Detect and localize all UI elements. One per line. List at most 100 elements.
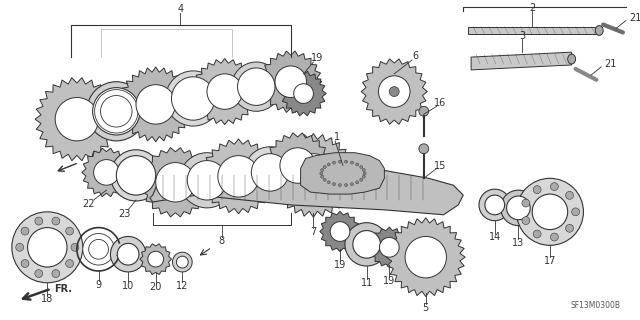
Text: FR.: FR.	[54, 284, 72, 294]
Circle shape	[294, 84, 314, 103]
Polygon shape	[471, 52, 572, 70]
Polygon shape	[301, 153, 385, 194]
Circle shape	[351, 161, 353, 164]
Polygon shape	[361, 59, 428, 124]
Polygon shape	[35, 77, 119, 161]
Text: 21: 21	[628, 13, 640, 23]
Circle shape	[93, 160, 119, 185]
Circle shape	[237, 68, 275, 105]
Circle shape	[207, 74, 243, 109]
Text: 1: 1	[334, 132, 340, 142]
Circle shape	[21, 260, 29, 268]
Circle shape	[21, 227, 29, 235]
Circle shape	[320, 172, 323, 175]
Circle shape	[360, 178, 363, 181]
Text: 9: 9	[95, 280, 102, 290]
Polygon shape	[320, 211, 360, 252]
Text: 22: 22	[83, 199, 95, 209]
Circle shape	[360, 165, 363, 168]
Circle shape	[566, 224, 573, 232]
Circle shape	[550, 233, 558, 241]
Circle shape	[52, 217, 60, 225]
Circle shape	[28, 228, 67, 267]
Polygon shape	[192, 59, 258, 124]
Circle shape	[321, 169, 324, 172]
Circle shape	[292, 154, 335, 197]
Circle shape	[136, 85, 175, 124]
Text: 3: 3	[519, 31, 525, 41]
Circle shape	[110, 150, 162, 201]
Circle shape	[330, 222, 350, 241]
Circle shape	[244, 147, 296, 198]
Text: 11: 11	[360, 278, 372, 288]
Circle shape	[351, 183, 353, 186]
Text: 5: 5	[422, 303, 429, 313]
Circle shape	[362, 169, 365, 172]
Circle shape	[218, 156, 259, 197]
Text: 18: 18	[41, 293, 53, 304]
Circle shape	[95, 90, 138, 133]
Circle shape	[275, 66, 307, 98]
Circle shape	[353, 230, 380, 258]
Circle shape	[55, 98, 99, 141]
Circle shape	[100, 96, 132, 127]
Circle shape	[362, 175, 365, 178]
Circle shape	[66, 260, 74, 268]
Polygon shape	[140, 244, 172, 275]
Circle shape	[516, 178, 584, 245]
Circle shape	[333, 161, 335, 164]
Circle shape	[52, 270, 60, 277]
Circle shape	[389, 87, 399, 97]
Circle shape	[110, 236, 146, 272]
Circle shape	[405, 236, 447, 278]
Circle shape	[333, 183, 335, 186]
Circle shape	[419, 106, 429, 116]
Circle shape	[572, 208, 579, 216]
Circle shape	[66, 227, 74, 235]
Circle shape	[116, 156, 156, 195]
Text: 12: 12	[176, 281, 189, 291]
Circle shape	[321, 175, 324, 178]
Text: 19: 19	[334, 260, 346, 270]
Circle shape	[166, 71, 221, 126]
Polygon shape	[150, 165, 463, 215]
Circle shape	[252, 154, 289, 191]
Circle shape	[356, 181, 358, 184]
Circle shape	[16, 244, 24, 251]
Polygon shape	[281, 71, 326, 116]
Text: 2: 2	[529, 3, 535, 13]
Text: 17: 17	[544, 256, 556, 266]
FancyArrow shape	[468, 27, 596, 35]
Circle shape	[532, 194, 568, 229]
Circle shape	[323, 165, 326, 168]
Polygon shape	[264, 133, 331, 198]
Circle shape	[177, 256, 188, 268]
Circle shape	[71, 244, 79, 251]
Circle shape	[339, 160, 341, 163]
Circle shape	[35, 217, 43, 225]
Circle shape	[533, 230, 541, 238]
Circle shape	[344, 160, 348, 163]
Circle shape	[327, 163, 330, 166]
Circle shape	[232, 62, 281, 111]
Text: 14: 14	[488, 232, 501, 243]
Text: 7: 7	[310, 227, 317, 236]
Ellipse shape	[595, 26, 603, 36]
Circle shape	[35, 270, 43, 277]
Ellipse shape	[568, 54, 575, 64]
Circle shape	[419, 144, 429, 154]
Circle shape	[550, 183, 558, 190]
Circle shape	[87, 82, 146, 141]
Text: 19: 19	[311, 53, 323, 63]
Circle shape	[507, 196, 530, 220]
Circle shape	[89, 239, 108, 259]
Polygon shape	[118, 67, 193, 142]
Circle shape	[566, 191, 573, 199]
Polygon shape	[271, 133, 355, 217]
Polygon shape	[82, 148, 131, 197]
Circle shape	[188, 161, 227, 200]
Polygon shape	[260, 51, 322, 112]
Circle shape	[12, 212, 83, 283]
Circle shape	[179, 153, 235, 208]
Text: 6: 6	[413, 51, 419, 61]
